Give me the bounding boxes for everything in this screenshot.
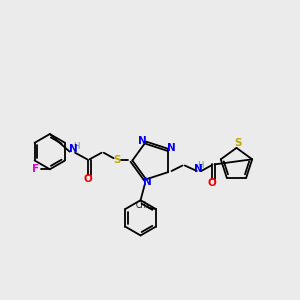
Text: S: S [234,139,241,148]
Text: N: N [143,176,152,187]
Text: O: O [208,178,217,188]
Text: O: O [84,174,93,184]
Text: S: S [113,155,121,166]
Text: N: N [194,164,202,174]
Text: H: H [73,142,80,151]
Text: H: H [197,161,203,170]
Text: N: N [167,143,176,153]
Text: N: N [138,136,147,146]
Text: CH₃: CH₃ [136,201,150,210]
Text: F: F [32,164,39,174]
Text: N: N [69,144,77,154]
